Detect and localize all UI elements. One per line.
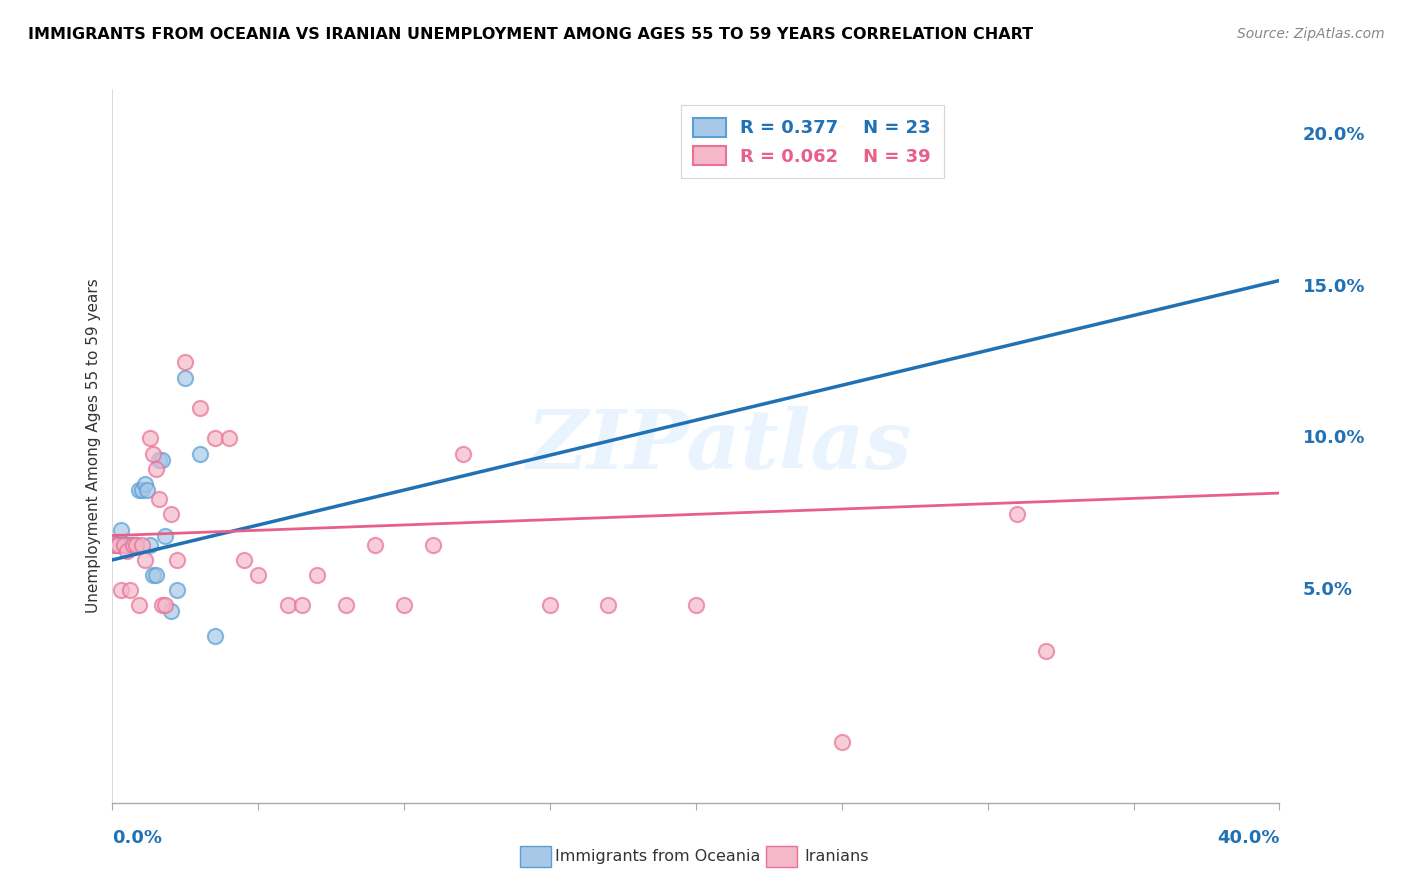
Point — [134, 553, 156, 567]
Point — [392, 599, 416, 613]
Point — [128, 483, 150, 497]
Point — [291, 599, 314, 613]
Point — [148, 492, 170, 507]
Legend: R = 0.377    N = 23, R = 0.062    N = 39: R = 0.377 N = 23, R = 0.062 N = 39 — [681, 105, 943, 178]
Text: 15.0%: 15.0% — [1303, 277, 1365, 295]
Point — [218, 431, 240, 445]
Point — [107, 538, 129, 552]
Point — [107, 538, 129, 552]
Text: Immigrants from Oceania: Immigrants from Oceania — [555, 849, 761, 863]
Point — [451, 447, 474, 461]
Point — [204, 629, 226, 643]
Point — [128, 599, 150, 613]
Point — [110, 523, 132, 537]
Point — [335, 599, 357, 613]
Text: 40.0%: 40.0% — [1218, 830, 1279, 847]
Point — [364, 538, 387, 552]
Point — [110, 583, 132, 598]
Point — [174, 370, 197, 384]
Point — [150, 452, 173, 467]
Point — [247, 568, 270, 582]
Point — [112, 538, 135, 552]
Point — [685, 599, 707, 613]
Point — [153, 528, 176, 542]
Point — [145, 568, 167, 582]
Point — [131, 483, 153, 497]
Point — [1035, 644, 1057, 658]
Point — [131, 538, 153, 552]
Point — [104, 538, 127, 552]
Point — [160, 508, 183, 522]
Point — [188, 401, 211, 415]
Point — [139, 538, 162, 552]
Point — [232, 553, 254, 567]
Point — [538, 599, 561, 613]
Point — [1005, 508, 1028, 522]
Point — [104, 538, 127, 552]
Point — [142, 447, 165, 461]
Point — [139, 431, 162, 445]
Point — [118, 538, 141, 552]
Point — [115, 543, 138, 558]
Point — [150, 599, 173, 613]
Point — [112, 538, 135, 552]
Point — [188, 447, 211, 461]
Point — [142, 568, 165, 582]
Point — [134, 477, 156, 491]
Point — [422, 538, 444, 552]
Text: 5.0%: 5.0% — [1303, 582, 1353, 599]
Point — [122, 538, 145, 552]
Text: ZIPatlas: ZIPatlas — [527, 406, 912, 486]
Text: 20.0%: 20.0% — [1303, 126, 1365, 144]
Point — [118, 583, 141, 598]
Point — [136, 483, 159, 497]
Point — [125, 538, 148, 552]
Point — [204, 431, 226, 445]
Point — [166, 553, 188, 567]
Text: 0.0%: 0.0% — [112, 830, 163, 847]
Point — [125, 538, 148, 552]
Point — [831, 735, 853, 749]
Point — [145, 462, 167, 476]
Point — [148, 452, 170, 467]
Point — [305, 568, 328, 582]
Text: IMMIGRANTS FROM OCEANIA VS IRANIAN UNEMPLOYMENT AMONG AGES 55 TO 59 YEARS CORREL: IMMIGRANTS FROM OCEANIA VS IRANIAN UNEMP… — [28, 27, 1033, 42]
Point — [174, 355, 197, 369]
Point — [160, 605, 183, 619]
Text: 10.0%: 10.0% — [1303, 429, 1365, 448]
Text: Iranians: Iranians — [804, 849, 869, 863]
Point — [166, 583, 188, 598]
Point — [122, 538, 145, 552]
Point — [598, 599, 620, 613]
Point — [153, 599, 176, 613]
Point — [276, 599, 298, 613]
Y-axis label: Unemployment Among Ages 55 to 59 years: Unemployment Among Ages 55 to 59 years — [86, 278, 101, 614]
Point — [115, 538, 138, 552]
Text: Source: ZipAtlas.com: Source: ZipAtlas.com — [1237, 27, 1385, 41]
